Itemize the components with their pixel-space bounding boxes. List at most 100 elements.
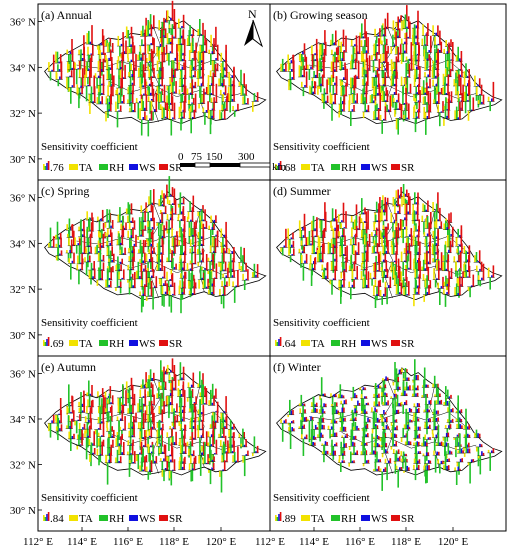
station-bar: [172, 293, 174, 296]
station-bar: [434, 279, 437, 288]
station-bar: [181, 35, 183, 39]
station-bar: [121, 52, 124, 69]
station-bar: [378, 83, 381, 96]
station-glyph: [379, 197, 387, 223]
station-glyph: [107, 416, 116, 438]
station-bar: [424, 238, 427, 247]
station-bar: [381, 85, 383, 93]
station-bar: [150, 110, 153, 121]
legend-coef: .68: [282, 162, 296, 174]
station-bar: [97, 251, 100, 254]
station-bar: [382, 209, 385, 212]
station-bar: [139, 78, 141, 88]
station-bar: [209, 261, 211, 271]
station-glyph: [379, 18, 387, 44]
legend-icon-bar: [43, 164, 45, 170]
station-bar: [330, 221, 332, 228]
station-bar: [122, 428, 125, 431]
station-bar: [182, 405, 184, 407]
station-bar: [188, 270, 190, 287]
station-bar: [187, 382, 190, 388]
station-bar: [385, 87, 388, 96]
station-bar: [402, 44, 405, 59]
station-bar: [176, 414, 179, 423]
station-bar: [130, 220, 132, 223]
station-bar: [348, 281, 350, 288]
station-bar: [131, 250, 133, 253]
station-glyph: [119, 246, 127, 255]
station-bar: [204, 268, 206, 271]
station-bar: [356, 265, 358, 280]
station-bar: [178, 263, 181, 271]
station-bar: [169, 426, 171, 430]
station-bar: [379, 279, 381, 287]
station-bar: [395, 102, 398, 110]
station-bar: [432, 202, 434, 212]
station-bar: [364, 234, 366, 247]
station-bar: [384, 72, 387, 86]
station-bar: [100, 43, 102, 46]
station-bar: [135, 98, 138, 103]
station-bar: [208, 225, 210, 230]
station-bar: [204, 269, 206, 289]
station-bar: [465, 93, 468, 102]
station-bar: [129, 36, 131, 39]
station-bar: [66, 49, 68, 55]
station-bar: [140, 234, 143, 237]
station-bar: [345, 83, 347, 96]
station-bar: [124, 247, 126, 255]
legend-swatch: [159, 164, 168, 170]
station-bar: [104, 391, 107, 398]
station-bar: [415, 112, 417, 123]
station-bar: [397, 93, 400, 103]
station-bar: [158, 67, 161, 79]
station-bar: [429, 248, 431, 264]
station-bar: [71, 85, 74, 88]
station-bar: [52, 236, 55, 248]
station-bar: [309, 255, 312, 264]
station-bar: [162, 101, 164, 103]
station-bar: [386, 197, 389, 205]
station-bar: [112, 439, 114, 448]
station-bar: [330, 252, 333, 254]
station-bar: [445, 260, 448, 262]
station-bar: [181, 418, 184, 422]
station-bar: [168, 229, 170, 251]
station-bar: [417, 85, 419, 87]
station-bar: [355, 204, 358, 223]
station-bar: [427, 261, 430, 264]
station-glyph: [219, 254, 227, 272]
station-bar: [406, 5, 408, 21]
station-bar: [434, 52, 436, 70]
station-bar: [339, 222, 342, 229]
station-bar: [386, 287, 388, 305]
station-bar: [60, 409, 62, 424]
station-bar: [219, 418, 222, 438]
station-bar: [226, 95, 228, 111]
station-glyph: [287, 60, 296, 91]
station-glyph: [55, 417, 63, 432]
station-bar: [416, 206, 419, 221]
station-bar: [342, 101, 344, 104]
station-bar: [107, 411, 110, 422]
station-bar: [409, 21, 411, 39]
station-bar: [373, 111, 375, 120]
station-bar: [130, 63, 132, 71]
station-bar: [395, 284, 398, 295]
station-bar: [330, 263, 333, 271]
station-bar: [375, 70, 377, 87]
station-bar: [168, 286, 171, 307]
station-bar: [394, 69, 396, 71]
station-bar: [159, 67, 162, 71]
station-bar: [418, 42, 420, 61]
station-bar: [166, 271, 168, 281]
station-bar: [190, 384, 193, 388]
station-bar: [163, 212, 165, 214]
station-bar: [198, 420, 201, 430]
station-glyph: [251, 263, 259, 278]
station-bar: [139, 259, 141, 264]
station-bar: [142, 293, 145, 296]
station-bar: [379, 114, 382, 121]
station-bar: [119, 46, 121, 57]
